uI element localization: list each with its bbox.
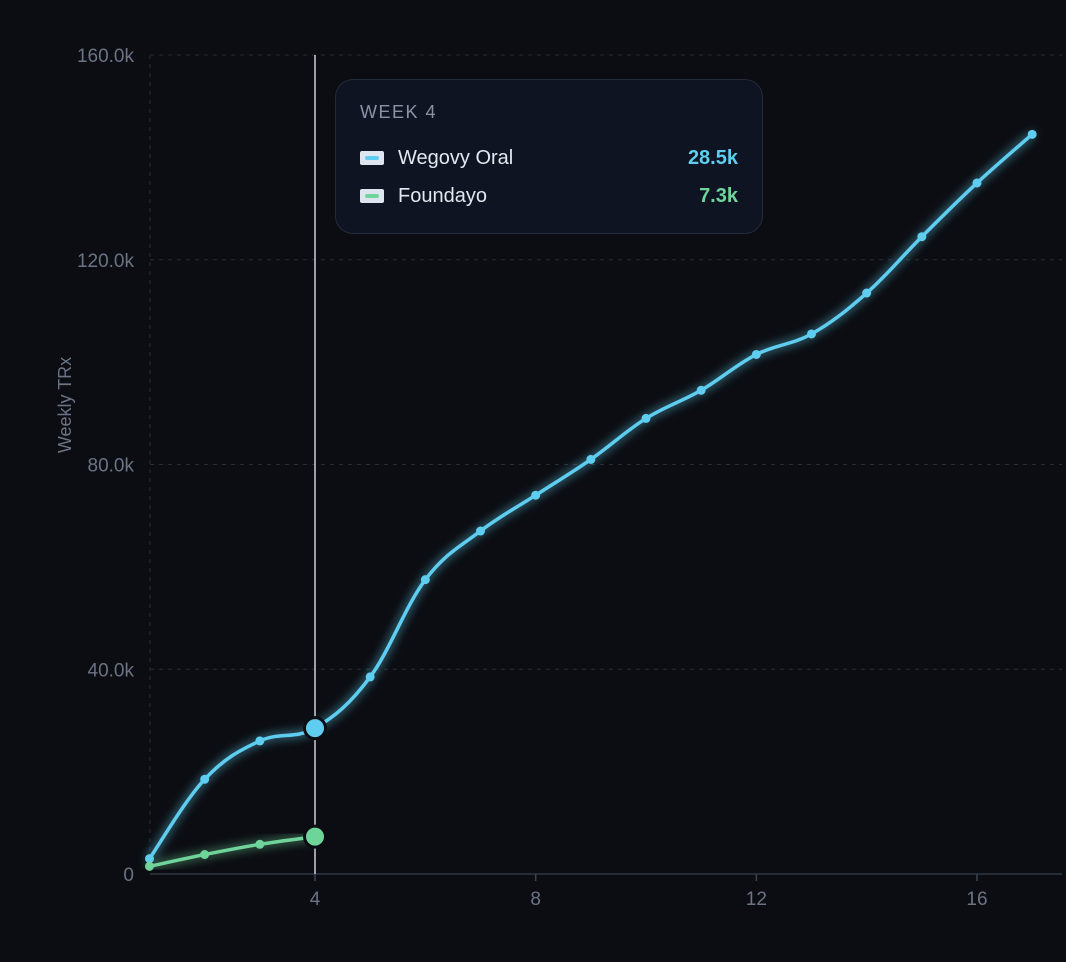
data-point-wegovy-oral[interactable]: [145, 854, 154, 864]
legend-swatch-foundayo-icon: [360, 189, 384, 203]
series: [145, 129, 1037, 871]
series-line-wegovy-oral: [147, 132, 1034, 861]
data-point-wegovy-oral[interactable]: [862, 288, 872, 298]
data-point-wegovy-oral[interactable]: [751, 349, 761, 359]
grid: [149, 54, 1062, 875]
data-point-wegovy-oral[interactable]: [1027, 129, 1037, 139]
data-point-wegovy-oral[interactable]: [972, 178, 982, 188]
active-data-point-wegovy-oral[interactable]: [303, 716, 327, 741]
series-foundayo: [145, 834, 317, 871]
legend-swatch-wegovy-oral-icon: [360, 151, 384, 165]
data-point-wegovy-oral[interactable]: [807, 329, 816, 339]
y-axis-title: Weekly TRx: [55, 357, 75, 453]
tooltip-row-foundayo: Foundayo 7.3k: [360, 177, 738, 215]
x-tick-label: 8: [530, 889, 541, 910]
tooltip-series-value: 7.3k: [699, 184, 738, 207]
x-tick-label: 4: [310, 889, 321, 910]
tooltip-title: WEEK 4: [360, 102, 438, 122]
x-tick-label: 12: [746, 889, 767, 910]
tooltip-row-wegovy-oral: Wegovy Oral 28.5k: [360, 139, 738, 177]
tooltip-series-name: Foundayo: [398, 184, 487, 207]
y-tick-label: 120.0k: [77, 251, 135, 272]
data-point-wegovy-oral[interactable]: [531, 490, 541, 500]
tooltip-series-value: 28.5k: [687, 146, 738, 169]
data-point-wegovy-oral[interactable]: [917, 232, 927, 242]
data-point-foundayo[interactable]: [200, 850, 210, 860]
data-point-wegovy-oral[interactable]: [365, 672, 375, 682]
data-point-wegovy-oral[interactable]: [696, 385, 706, 395]
hover-indicator: [303, 55, 327, 874]
series-line-foundayo: [147, 834, 317, 869]
y-tick-label: 0: [123, 865, 134, 886]
hover-tooltip: WEEK 4 Wegovy Oral 28.5k Foundayo 7.3k: [335, 79, 763, 234]
y-tick-label: 160.0k: [77, 46, 135, 67]
tooltip-series-name: Wegovy Oral: [398, 146, 514, 169]
data-point-foundayo[interactable]: [145, 861, 154, 871]
y-tick-label: 80.0k: [88, 456, 135, 477]
axes: Weekly TRx 0 40.0k 80.0k 120.0k 160.0k 4 8 12 16: [55, 46, 988, 910]
data-point-wegovy-oral[interactable]: [420, 575, 430, 585]
y-tick-label: 40.0k: [88, 660, 135, 681]
data-point-wegovy-oral[interactable]: [255, 736, 265, 746]
data-point-wegovy-oral[interactable]: [586, 454, 596, 464]
data-point-wegovy-oral[interactable]: [200, 774, 210, 784]
data-point-wegovy-oral[interactable]: [641, 413, 651, 423]
data-point-wegovy-oral[interactable]: [476, 526, 485, 536]
x-tick-label: 16: [966, 889, 987, 910]
data-point-foundayo[interactable]: [255, 839, 265, 849]
active-data-point-foundayo[interactable]: [303, 824, 327, 849]
series-wegovy-oral: [145, 129, 1037, 864]
